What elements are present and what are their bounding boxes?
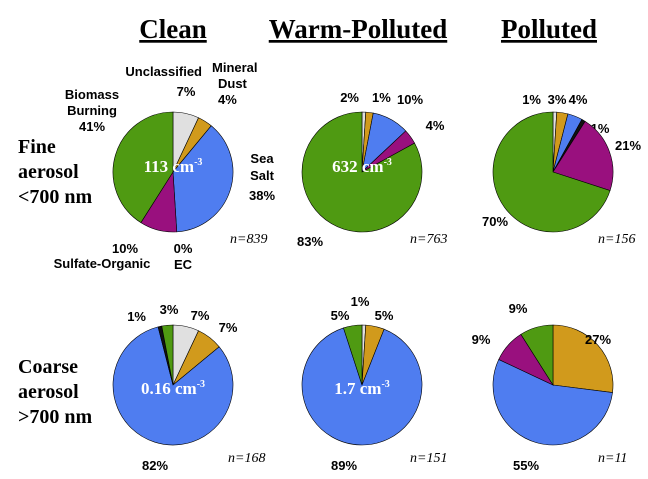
pie-slice-sulfate-organic [552,120,614,191]
pct-label-mineral-dust: 5% [375,308,394,323]
pct-label-mineral-dust: 27% [585,332,611,347]
pie-slice-biomass-burning [520,324,554,387]
pct-label-unclassified: 7% [177,84,196,99]
pie-slice-biomass-burning [112,111,174,224]
pct-label-unclassified: 1% [372,90,391,105]
pct-label-sea-salt: 38% [249,188,275,203]
pie-slice-sea-salt [492,359,613,446]
pct-label-biomass-burning: 3% [160,302,179,317]
pct-label-sea-salt: 10% [397,92,423,107]
pie-slice-sea-salt [172,125,234,233]
concentration-label: 1.7 cm-3 [334,379,390,398]
column-title-clean: Clean [139,14,207,44]
pie-chart-0: 7% 4% 38% 0% 10% 41% n=839 113 cm-3 [79,84,275,256]
pie-slice-biomass-burning [161,324,174,386]
sample-count-label: n=763 [410,232,447,247]
pie-slice-mineral-dust [552,324,614,393]
category-label-biomass-line1: Biomass [65,87,119,102]
pct-label-biomass-burning: 5% [331,308,350,323]
row-label-fine-line3: <700 nm [18,186,93,208]
pie-slice-biomass-burning [343,324,363,386]
pct-label-biomass-burning: 9% [509,301,528,316]
pct-label-sulfate-organic: 21% [615,138,641,153]
category-label-seasalt-line2: Salt [250,168,275,183]
pie-slice-sea-salt [112,326,234,446]
pct-label-sea-salt: 55% [513,458,539,473]
pct-label-biomass-burning: 70% [482,214,508,229]
row-label-coarse-line2: aerosol [18,381,79,403]
column-title-polluted: Polluted [501,14,597,44]
concentration-label: 0.16 cm-3 [141,379,205,398]
category-label-mineral-line1: Mineral [212,60,258,75]
concentration-label: 113 cm-3 [144,157,203,176]
pct-label-unclassified: 7% [191,308,210,323]
row-label-fine-line1: Fine [18,136,56,158]
pct-label-ec: 1% [127,309,146,324]
pct-label-biomass-burning: 41% [79,119,105,134]
category-label-sulfate-organic: Sulfate-Organic [54,256,151,271]
pct-label-mineral-dust: 3% [548,92,567,107]
pct-label-biomass-burning: 83% [297,234,323,249]
category-label-ec: EC [174,257,193,272]
sample-count-label: n=839 [230,232,267,247]
category-label-seasalt-line1: Sea [250,151,274,166]
sample-count-label: n=11 [598,451,627,466]
sample-count-label: n=151 [410,451,447,466]
row-label-fine-line2: aerosol [18,161,79,183]
pct-label-mineral-dust: 2% [340,90,359,105]
pie-slice-biomass-burning [492,111,611,233]
pct-label-mineral-dust: 4% [218,92,237,107]
pct-label-sulfate-organic: 9% [472,332,491,347]
pct-label-mineral-dust: 7% [219,320,238,335]
pct-label-sulfate-organic: 10% [112,241,138,256]
pct-label-sea-salt: 4% [569,92,588,107]
pie-chart-2: 1% 3% 4%1%21%70%n=156 [482,92,641,247]
pct-label-unclassified: 1% [351,294,370,309]
pie-chart-1: 1% 2% 10%4% 83% n=763 632 cm-3 [297,90,447,249]
pie-chart-5: 27% 55% 9% 9% n=11 [472,301,628,473]
category-label-mineral-line2: Dust [218,76,248,91]
pct-label-unclassified: 1% [522,92,541,107]
category-label-unclassified: Unclassified [125,64,202,79]
sample-count-label: n=156 [598,232,635,247]
column-title-warm-polluted: Warm-Polluted [269,14,447,44]
sample-count-label: n=168 [228,451,265,466]
row-label-coarse-line1: Coarse [18,356,78,378]
pct-label-ec: 0% [174,241,193,256]
pct-label-sulfate-organic: 4% [426,118,445,133]
pie-chart-3: 7% 7% 82% 1% 3% n=168 0.16 cm-3 [112,302,265,473]
row-label-coarse-line3: >700 nm [18,406,93,428]
concentration-label: 632 cm-3 [332,157,392,176]
category-label-biomass-line2: Burning [67,103,117,118]
pie-slice-sea-salt [301,327,423,446]
pie-slice-biomass-burning [301,111,423,233]
pct-label-sea-salt: 82% [142,458,168,473]
pct-label-sea-salt: 89% [331,458,357,473]
